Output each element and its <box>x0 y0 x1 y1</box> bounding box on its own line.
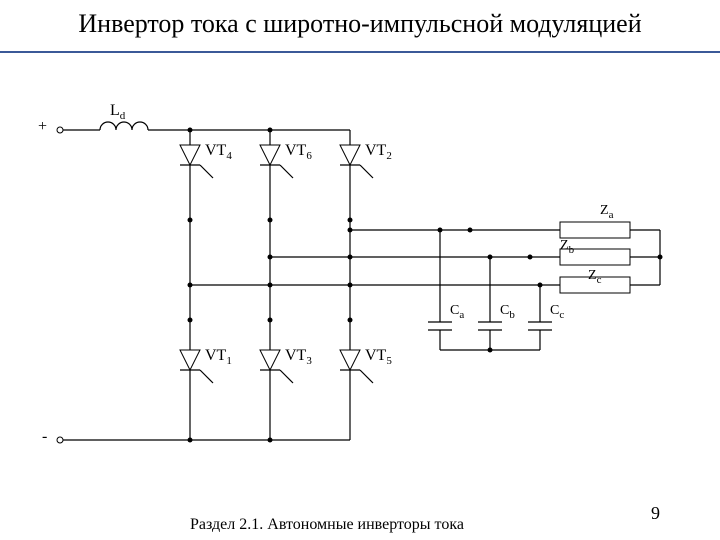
plus-label: + <box>38 118 47 136</box>
vt2-label: VT2 <box>365 142 392 162</box>
page-title: Инвертор тока с широтно-импульсной модул… <box>20 8 700 39</box>
vt3-label: VT3 <box>285 347 312 367</box>
inductor-ld <box>100 122 148 130</box>
cb-label: Cb <box>500 303 515 321</box>
vt1-label: VT1 <box>205 347 232 367</box>
ld-label: Ld <box>110 102 125 122</box>
section-label: Раздел 2.1. Автономные инверторы тока <box>190 516 464 534</box>
zb-label: Zb <box>560 238 574 256</box>
vt4-label: VT4 <box>205 142 232 162</box>
vt5-label: VT5 <box>365 347 392 367</box>
cap-ca <box>428 322 452 330</box>
vt6-label: VT6 <box>285 142 312 162</box>
terminal-minus <box>57 437 63 443</box>
circuit-diagram: + - Ld VT4 VT6 VT2 VT1 VT3 VT5 Za Zb Zc … <box>0 90 720 490</box>
load-za <box>560 222 630 238</box>
terminal-plus <box>57 127 63 133</box>
ca-label: Ca <box>450 303 464 321</box>
zc-label: Zc <box>588 268 601 286</box>
page-number: 9 <box>651 503 660 524</box>
title-bar: Инвертор тока с широтно-импульсной модул… <box>0 0 720 53</box>
cap-cb <box>478 322 502 330</box>
za-label: Za <box>600 203 613 221</box>
minus-label: - <box>42 428 47 446</box>
cap-cc <box>528 322 552 330</box>
cc-label: Cc <box>550 303 564 321</box>
